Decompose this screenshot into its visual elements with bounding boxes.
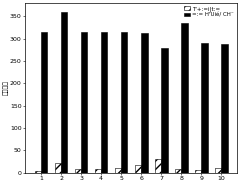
Bar: [81, 32, 87, 173]
Bar: [55, 163, 61, 173]
Bar: [221, 44, 228, 173]
Bar: [75, 169, 81, 173]
Bar: [215, 168, 221, 173]
Bar: [61, 12, 67, 173]
Bar: [41, 32, 48, 173]
Bar: [195, 170, 201, 173]
Bar: [175, 169, 181, 173]
Bar: [201, 43, 208, 173]
Bar: [181, 23, 187, 173]
Bar: [101, 32, 108, 173]
Bar: [121, 32, 127, 173]
Bar: [141, 33, 148, 173]
Legend: T'+:=i|t:=, =:= H'Uié/ CH⁻: T'+:=i|t:=, =:= H'Uié/ CH⁻: [183, 6, 234, 18]
Bar: [135, 165, 141, 173]
Bar: [155, 159, 161, 173]
Bar: [115, 168, 121, 173]
Bar: [161, 47, 168, 173]
Bar: [35, 171, 41, 173]
Bar: [95, 169, 101, 173]
Y-axis label: 荧光强度: 荧光强度: [3, 80, 8, 95]
